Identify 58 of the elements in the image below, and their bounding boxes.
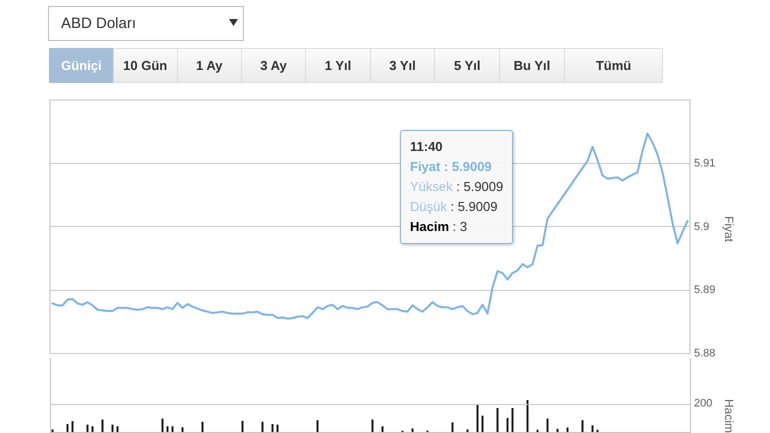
- bar: [102, 420, 104, 432]
- tab-button: Bu Yıl: [499, 48, 565, 83]
- bar: [112, 424, 114, 432]
- annotation: Yüksek : 5.9009: [410, 179, 504, 194]
- chart-title: ABD Doları: [61, 15, 136, 32]
- bar: [496, 408, 498, 432]
- bar: [182, 427, 184, 432]
- bar: [262, 422, 264, 432]
- bar: [506, 418, 508, 432]
- y-axis-title: Hacim: [722, 398, 736, 433]
- bar: [116, 426, 118, 432]
- bar: [512, 408, 514, 432]
- bar: [272, 424, 274, 432]
- bar: [166, 426, 168, 432]
- tab-button: 3 Ay: [240, 48, 306, 83]
- y-tick-label: 5.9: [694, 220, 710, 233]
- tab-button: Tümü: [564, 48, 664, 83]
- bar: [86, 424, 88, 432]
- y-tick-label: 5.89: [694, 284, 716, 296]
- bar: [162, 418, 164, 432]
- bar: [202, 422, 204, 432]
- tab-button: 10 Gün: [112, 48, 178, 83]
- bar: [466, 429, 468, 432]
- bar: [526, 400, 528, 432]
- annotation: Fiyat : 5.9009: [410, 158, 493, 176]
- tab-button: 3 Yıl: [370, 48, 436, 83]
- line-series: [52, 132, 688, 320]
- bar: [72, 421, 74, 432]
- y-tick-label: 5.88: [694, 348, 716, 360]
- bar: [592, 425, 594, 432]
- y-axis-title: Fiyat: [722, 216, 736, 242]
- bar: [382, 426, 384, 432]
- dropdown: ABD Doları: [48, 6, 244, 41]
- bar: [452, 422, 454, 432]
- bar: [566, 428, 568, 432]
- bar: [316, 420, 318, 432]
- bar: [242, 420, 244, 432]
- bar: [276, 424, 278, 432]
- bar: [546, 418, 548, 432]
- bar: [52, 429, 54, 432]
- tab-button: Güniçi: [49, 48, 114, 83]
- bar: [172, 426, 174, 432]
- bar: [92, 426, 94, 432]
- y-tick-label: 5.91: [694, 157, 716, 170]
- bar: [372, 420, 374, 432]
- annotation: Düşük : 5.9009: [410, 199, 498, 214]
- tab-button: 1 Yıl: [305, 48, 371, 83]
- bar: [66, 424, 68, 432]
- tab-button: 5 Yıl: [434, 48, 500, 83]
- tab-button: 1 Ay: [176, 48, 242, 83]
- bar: [412, 428, 414, 432]
- annotation: 11:40: [410, 138, 444, 156]
- bar: [556, 428, 558, 432]
- bar: [482, 416, 484, 432]
- bar: [476, 404, 478, 432]
- bar: [582, 420, 584, 432]
- annotation: Hacim : 3: [410, 219, 468, 234]
- text: 200: [694, 398, 712, 411]
